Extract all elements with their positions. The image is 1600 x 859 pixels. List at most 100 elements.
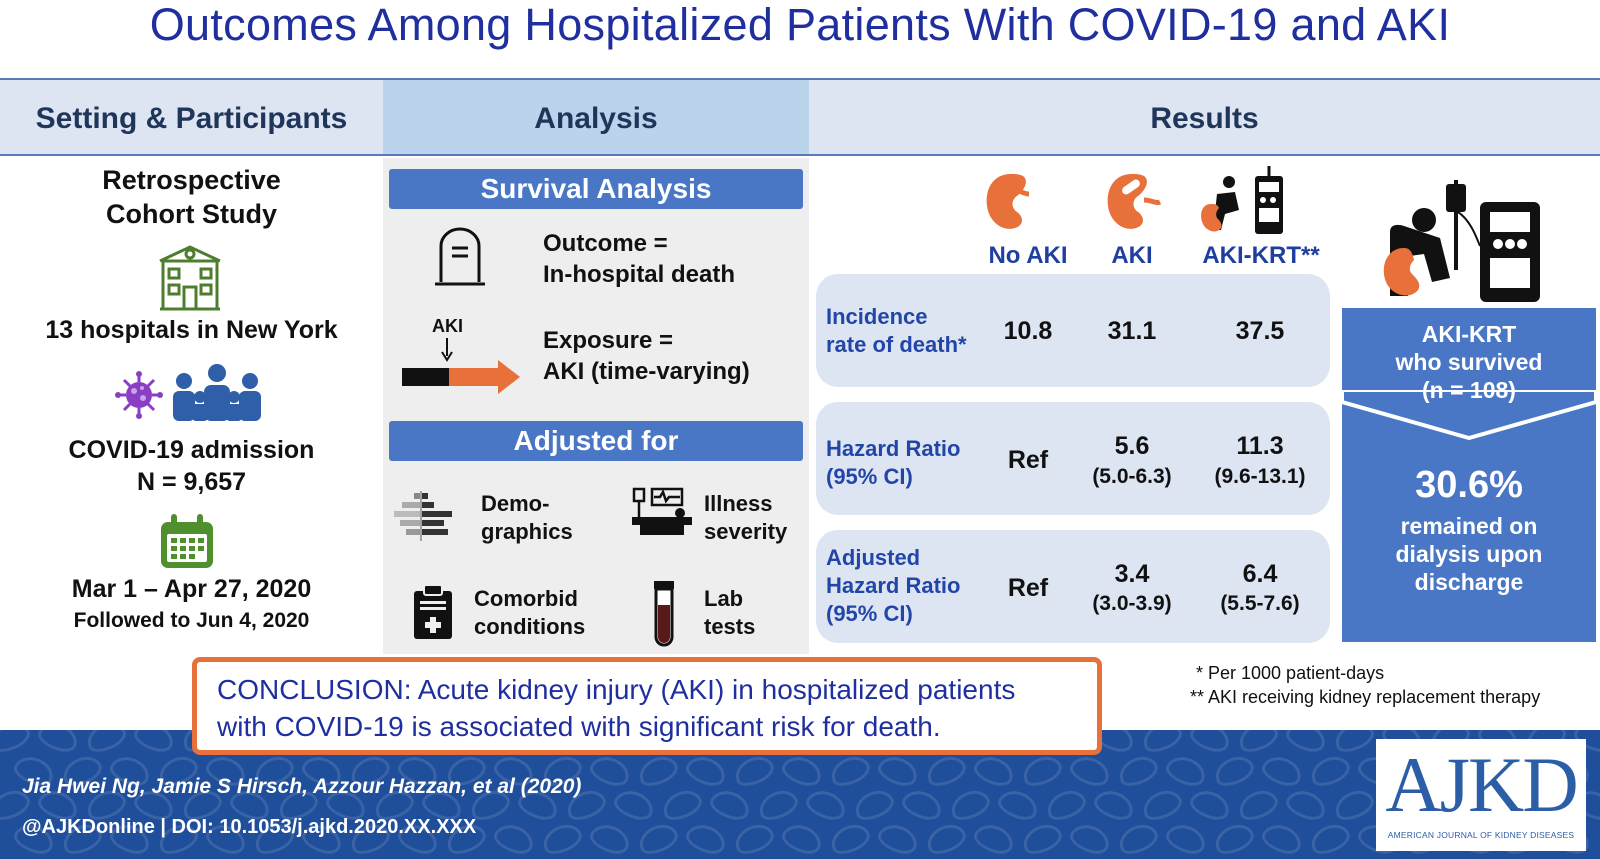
covariate-illness-severity: Illness severity	[704, 490, 787, 546]
outcome-definition: Outcome = In-hospital death	[543, 228, 735, 290]
krt-panel-chevron	[1342, 390, 1596, 440]
exposure-value: AKI (time-varying)	[543, 358, 750, 385]
kidney-pattern-icon	[826, 818, 874, 859]
krt-survivors-panel	[1342, 308, 1596, 642]
kidney-pattern-icon	[874, 819, 922, 859]
enrollment-dates: Mar 1 – Apr 27, 2020	[71, 575, 312, 603]
adjusted-hr-no-aki: Ref	[1007, 574, 1049, 602]
kidney-pattern-icon	[658, 784, 706, 826]
kidney-pattern-icon	[970, 819, 1018, 859]
footnote-krt: ** AKI receiving kidney replacement ther…	[1190, 687, 1541, 707]
kidney-pattern-icon	[1594, 750, 1600, 792]
adjusted-for-header: Adjusted for	[389, 421, 803, 461]
incidence-label-1: Incidence	[826, 304, 928, 329]
kidney-pattern-icon	[586, 751, 634, 791]
exposure-label: Exposure =	[543, 327, 674, 354]
kidney-pattern-icon	[1210, 818, 1258, 859]
journal-logo-text: AJKD	[1385, 741, 1578, 828]
hospital-icon	[159, 245, 221, 311]
kidney-pattern-icon	[1162, 751, 1210, 791]
people-icon	[173, 364, 261, 421]
study-design-line1: Retrospective	[102, 165, 281, 195]
kidney-pattern-icon	[34, 730, 82, 757]
kidney-pattern-icon	[850, 784, 898, 826]
incidence-aki-krt: 37.5	[1235, 317, 1285, 345]
kidney-pattern-icon	[994, 785, 1042, 825]
kidney-pattern-icon	[1186, 785, 1234, 825]
column-header-aki: AKI	[1111, 242, 1153, 269]
survival-analysis-header: Survival Analysis	[389, 169, 803, 209]
kidney-pattern-icon	[706, 785, 754, 825]
calendar-icon	[161, 514, 213, 568]
kidney-pattern-icon	[754, 784, 802, 826]
kidney-pattern-icon	[130, 730, 178, 757]
kidney-pattern-icon	[1042, 784, 1090, 826]
outcome-label: Outcome =	[543, 230, 668, 257]
kidney-icon-no-aki	[986, 174, 1030, 229]
admission-info: COVID-19 admission N = 9,657	[0, 434, 383, 498]
illness-label-2: severity	[704, 519, 788, 544]
results-row-hazard-ratio	[816, 402, 1330, 515]
study-design: Retrospective Cohort Study	[0, 163, 383, 231]
adjusted-hr-label-3: (95% CI)	[826, 601, 913, 626]
comorbid-label-2: conditions	[474, 614, 586, 639]
kidney-pattern-icon	[1138, 784, 1186, 826]
adjusted-hr-label-2: Hazard Ratio	[826, 573, 961, 598]
kidney-pattern-icon	[682, 751, 730, 791]
kidney-pattern-icon	[634, 750, 682, 792]
followup-date: Followed to Jun 4, 2020	[73, 609, 310, 632]
dialysis-patient-icon	[1383, 180, 1540, 302]
kidney-pattern-icon	[610, 785, 658, 825]
doi-line: @AJKDonline | DOI: 10.1053/j.ajkd.2020.X…	[22, 816, 477, 838]
kidney-pattern-icon	[1066, 819, 1114, 859]
kidney-pattern-icon	[1258, 751, 1306, 791]
covariate-comorbid: Comorbid conditions	[474, 585, 585, 641]
incidence-no-aki: 10.8	[1003, 317, 1053, 345]
adjusted-hr-aki-ci: (3.0-3.9)	[1092, 592, 1172, 615]
study-design-line2: Cohort Study	[106, 199, 277, 229]
kidney-pattern-icon	[1210, 750, 1258, 792]
exposure-definition: Exposure = AKI (time-varying)	[543, 325, 750, 387]
kidney-pattern-icon	[1282, 730, 1330, 757]
kidney-icon-aki	[1107, 174, 1162, 229]
covariate-demographics: Demo- graphics	[481, 490, 573, 546]
analysis-panel	[383, 158, 809, 654]
hazard-ratio-aki: 5.6	[1114, 432, 1150, 460]
demographics-icon	[394, 491, 452, 541]
kidney-pattern-icon	[490, 819, 538, 859]
aki-marker-label: AKI	[432, 316, 463, 336]
column-header-no-aki: No AKI	[988, 242, 1068, 269]
footnote-incidence: * Per 1000 patient-days	[1196, 663, 1385, 683]
kidney-pattern-icon	[970, 751, 1018, 791]
kidney-pattern-icon	[874, 751, 922, 791]
kidney-pattern-icon	[922, 750, 970, 792]
conclusion-box	[192, 657, 1102, 755]
kidney-pattern-icon	[1138, 730, 1186, 758]
dialysis-description: remained on dialysis upon discharge	[1342, 512, 1596, 596]
incidence-label-2: rate of death*	[826, 332, 967, 357]
kidney-pattern-icon	[1330, 784, 1378, 826]
kidney-pattern-icon	[1306, 818, 1354, 859]
krt-label-2: who survived	[1395, 349, 1543, 375]
kidney-pattern-icon	[1306, 750, 1354, 792]
test-tube-icon	[654, 581, 674, 647]
conclusion-line-2: with COVID-19 is associated with signifi…	[217, 711, 941, 742]
kidney-pattern-icon	[1258, 819, 1306, 859]
kidney-pattern-icon	[1186, 730, 1234, 757]
kidney-pattern-icon	[778, 751, 826, 791]
kidney-pattern-icon	[1234, 730, 1282, 758]
kidney-pattern-icon	[922, 818, 970, 859]
clipboard-medical-icon	[414, 584, 452, 639]
kidney-pattern-icon	[946, 784, 994, 826]
kidney-pattern-icon	[1282, 785, 1330, 825]
authors-citation: Jia Hwei Ng, Jamie S Hirsch, Azzour Hazz…	[22, 775, 582, 798]
lab-label-1: Lab	[704, 586, 744, 611]
demographics-label-1: Demo-	[481, 491, 550, 516]
exposure-timeline-arrow	[402, 338, 520, 394]
kidney-pattern-icon	[1090, 785, 1138, 825]
kidney-pattern-icon	[730, 818, 778, 859]
adjusted-hr-aki: 3.4	[1114, 560, 1150, 588]
kidney-pattern-icon	[802, 785, 850, 825]
dialysis-percent: 30.6%	[1415, 464, 1523, 506]
virus-icon	[115, 371, 163, 419]
